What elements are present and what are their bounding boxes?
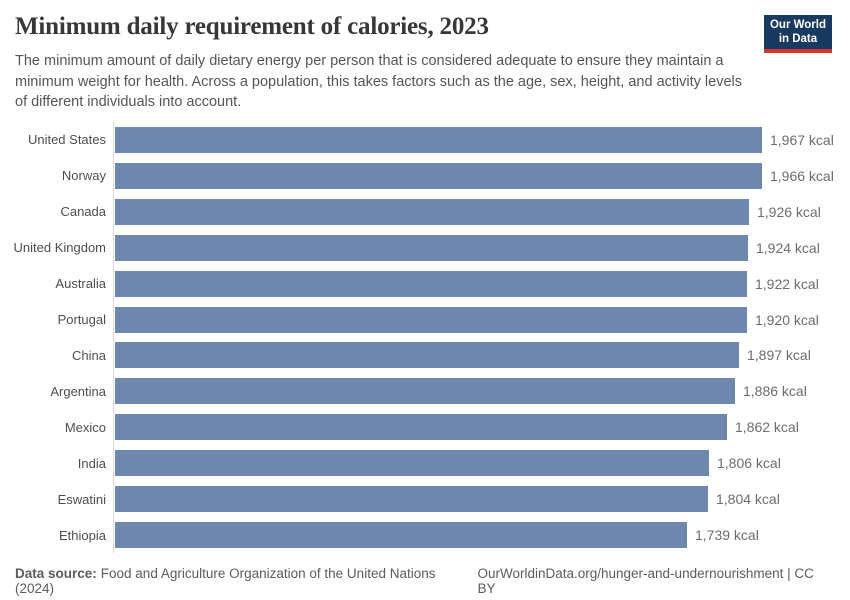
country-label: Eswatini bbox=[57, 491, 106, 507]
chart-subtitle: The minimum amount of daily dietary ener… bbox=[15, 53, 742, 110]
y-axis-line bbox=[113, 122, 114, 553]
country-label: Australia bbox=[55, 276, 106, 292]
bar[interactable] bbox=[115, 378, 735, 405]
owid-logo[interactable]: Our World in Data bbox=[763, 15, 832, 53]
bar[interactable] bbox=[115, 126, 762, 153]
data-source: Data source: Food and Agriculture Organiz… bbox=[15, 566, 477, 596]
value-label: 1,922 kcal bbox=[755, 275, 819, 292]
value-label: 1,926 kcal bbox=[757, 203, 821, 220]
chart-footer: Data source: Food and Agriculture Organiz… bbox=[15, 566, 835, 596]
bar-row: United States 1,967 kcal bbox=[0, 122, 850, 158]
country-label: Portugal bbox=[57, 312, 106, 328]
data-source-label: Data source: bbox=[15, 566, 97, 581]
owid-logo-line2: in Data bbox=[778, 32, 818, 45]
country-label: Norway bbox=[61, 168, 106, 184]
data-source-text: Food and Agriculture Organization of the… bbox=[15, 566, 436, 596]
value-label: 1,967 kcal bbox=[770, 131, 834, 148]
bar[interactable] bbox=[115, 342, 739, 369]
value-label: 1,920 kcal bbox=[755, 311, 819, 328]
country-label: United States bbox=[27, 132, 106, 148]
bar-row: Ethiopia 1,739 kcal bbox=[0, 517, 850, 553]
bar-row: Argentina 1,886 kcal bbox=[0, 373, 850, 409]
bar-row: Norway 1,966 kcal bbox=[0, 158, 850, 194]
bar-row: Eswatini 1,804 kcal bbox=[0, 481, 850, 517]
bar[interactable] bbox=[115, 270, 747, 297]
bar[interactable] bbox=[115, 234, 748, 261]
value-label: 1,739 kcal bbox=[695, 527, 759, 544]
value-label: 1,806 kcal bbox=[717, 455, 781, 472]
country-label: United Kingdom bbox=[13, 240, 107, 256]
bar-row: United Kingdom 1,924 kcal bbox=[0, 230, 850, 266]
owid-credit-link[interactable]: OurWorldinData.org/hunger-and-undernouri… bbox=[477, 566, 814, 596]
country-label: Argentina bbox=[50, 383, 106, 399]
bar-row: Canada 1,926 kcal bbox=[0, 194, 850, 230]
bar-row: India 1,806 kcal bbox=[0, 445, 850, 481]
bar-chart: United States 1,967 kcal Norway 1,966 kcal C… bbox=[0, 122, 850, 553]
bar-row: Portugal 1,920 kcal bbox=[0, 302, 850, 338]
bar-row: Mexico 1,862 kcal bbox=[0, 409, 850, 445]
bar[interactable] bbox=[115, 486, 708, 513]
owid-logo-line1: Our World bbox=[769, 19, 826, 31]
value-label: 1,924 kcal bbox=[756, 239, 820, 256]
value-label: 1,897 kcal bbox=[747, 347, 811, 364]
value-label: 1,886 kcal bbox=[743, 383, 807, 400]
country-label: Ethiopia bbox=[59, 527, 106, 543]
country-label: Mexico bbox=[64, 419, 106, 435]
value-label: 1,862 kcal bbox=[735, 419, 799, 436]
value-label: 1,804 kcal bbox=[716, 491, 780, 508]
bar[interactable] bbox=[115, 162, 762, 189]
bar[interactable] bbox=[115, 414, 727, 441]
country-label: China bbox=[72, 347, 106, 363]
value-label: 1,966 kcal bbox=[770, 167, 834, 184]
country-label: Canada bbox=[60, 204, 106, 220]
bar-row: Australia 1,922 kcal bbox=[0, 266, 850, 302]
page-title: Minimum daily requirement of calories, 2… bbox=[15, 13, 489, 40]
bar[interactable] bbox=[115, 198, 749, 225]
bar[interactable] bbox=[115, 450, 709, 477]
bar[interactable] bbox=[115, 306, 747, 333]
country-label: India bbox=[77, 455, 106, 471]
bar[interactable] bbox=[115, 522, 687, 549]
bar-row: China 1,897 kcal bbox=[0, 338, 850, 374]
